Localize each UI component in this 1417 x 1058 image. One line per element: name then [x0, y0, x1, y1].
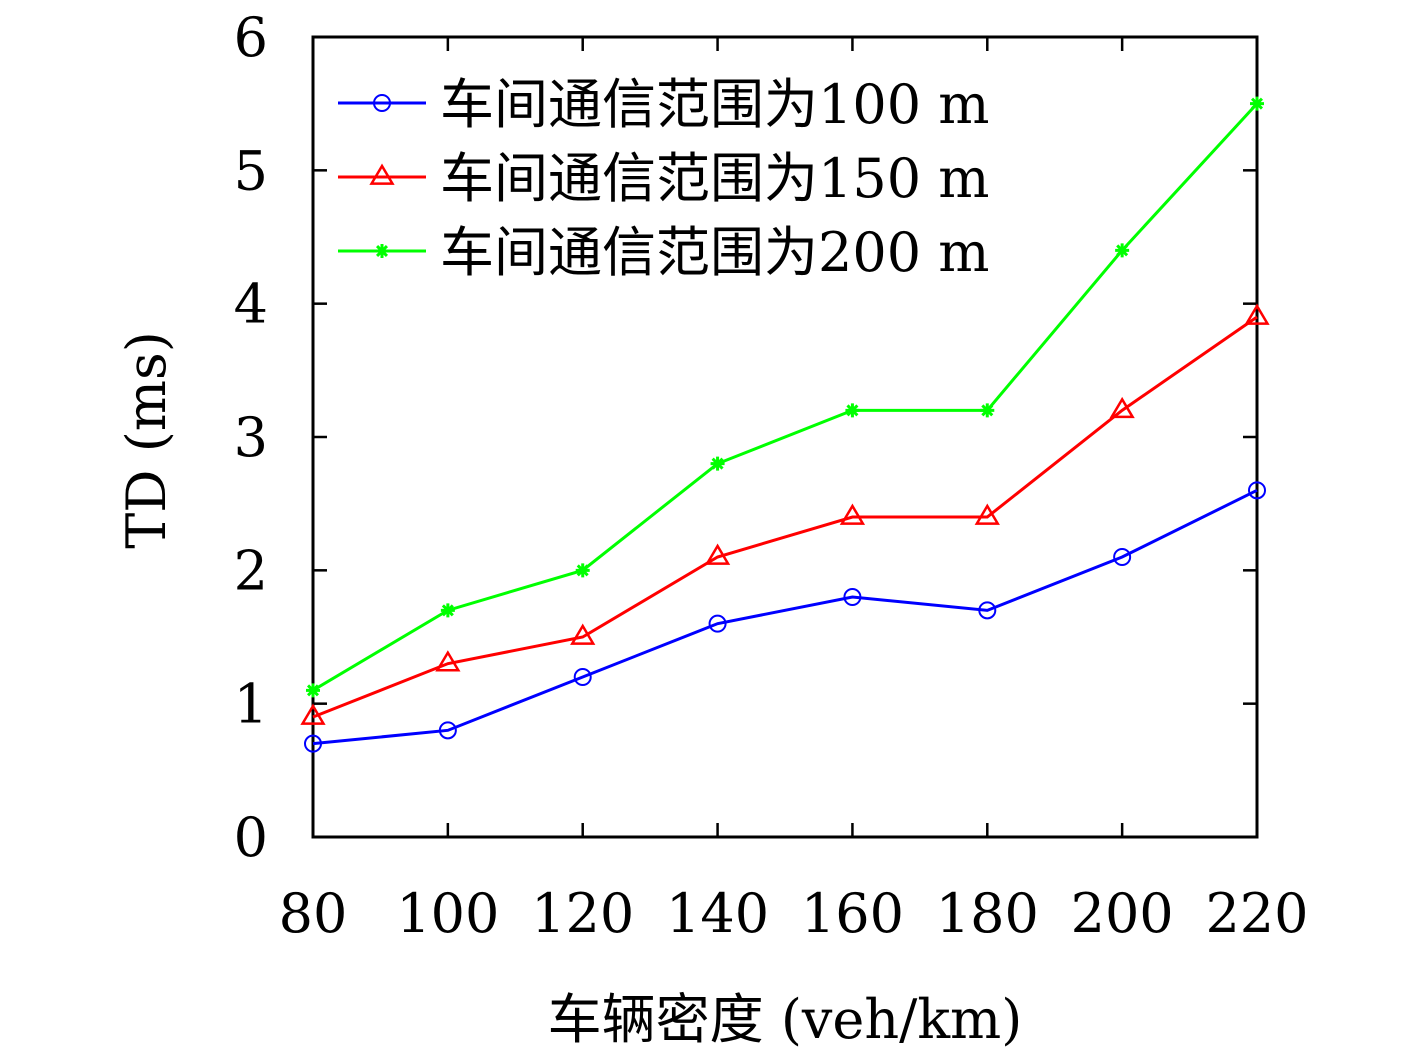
data-point	[300, 703, 326, 725]
legend-label: 车间通信范围为150 m	[440, 147, 989, 210]
data-point	[1115, 243, 1130, 258]
data-point	[1244, 303, 1270, 325]
data-point	[845, 403, 860, 418]
y-axis-title: TD (ms)	[115, 331, 178, 549]
y-tick-label: 2	[234, 539, 268, 602]
x-axis: 80 100 120 140 160 180 200 220	[279, 37, 1309, 945]
legend: 车间通信范围为100 m 车间通信范围为150 m 车间通信范围为200 m	[338, 73, 989, 284]
legend-marker	[369, 163, 395, 185]
data-point	[839, 503, 866, 525]
x-tick-label: 200	[1071, 882, 1174, 945]
y-axis: 0 1 2 3 4 5 6	[234, 6, 1257, 869]
data-point	[843, 588, 862, 606]
data-point	[575, 563, 590, 578]
data-point	[978, 601, 997, 620]
data-point	[704, 543, 731, 565]
data-point	[304, 734, 322, 753]
data-point	[1250, 96, 1264, 111]
data-point	[1248, 481, 1266, 500]
series-line	[312, 488, 1258, 746]
y-tick-label: 4	[234, 273, 268, 336]
data-point	[1113, 548, 1132, 566]
x-axis-title: 车辆密度 (veh/km)	[548, 988, 1023, 1051]
x-tick-label: 120	[531, 882, 634, 945]
legend-marker	[375, 244, 389, 258]
x-tick-label: 160	[801, 882, 904, 945]
data-point	[573, 668, 592, 686]
y-tick-label: 0	[234, 806, 268, 869]
legend-label: 车间通信范围为100 m	[440, 73, 989, 136]
y-tick-label: 5	[234, 139, 268, 202]
data-point	[708, 614, 727, 633]
x-tick-label: 100	[396, 882, 499, 945]
x-tick-label: 80	[279, 882, 348, 945]
series-1	[304, 481, 1266, 753]
y-tick-label: 6	[234, 6, 268, 69]
data-point	[980, 403, 995, 418]
series-line	[312, 102, 1259, 692]
data-point	[440, 603, 455, 618]
data-point	[306, 683, 320, 698]
y-tick-label: 1	[234, 673, 268, 736]
x-tick-label: 220	[1205, 882, 1308, 945]
series-3	[306, 96, 1264, 698]
series-line	[312, 315, 1258, 719]
legend-marker	[373, 94, 391, 112]
data-point	[710, 456, 725, 471]
y-tick-label: 3	[234, 406, 268, 469]
data-point	[438, 721, 457, 740]
series-layer	[300, 96, 1270, 753]
data-point	[974, 503, 1000, 525]
series-2	[300, 303, 1270, 725]
data-point	[435, 650, 461, 672]
data-point	[570, 623, 596, 645]
x-tick-label: 140	[666, 882, 769, 945]
x-tick-label: 180	[936, 882, 1039, 945]
data-point	[1109, 396, 1135, 419]
legend-label: 车间通信范围为200 m	[440, 221, 989, 284]
